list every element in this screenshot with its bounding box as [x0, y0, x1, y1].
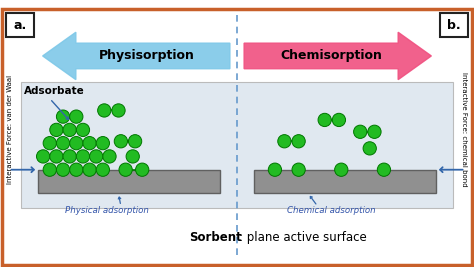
- Circle shape: [63, 150, 76, 163]
- FancyBboxPatch shape: [38, 170, 220, 193]
- Circle shape: [96, 136, 109, 150]
- Circle shape: [70, 163, 83, 176]
- Circle shape: [76, 150, 90, 163]
- Circle shape: [56, 163, 70, 176]
- Circle shape: [278, 135, 291, 148]
- Circle shape: [119, 163, 132, 176]
- Circle shape: [70, 110, 83, 123]
- Text: : plane active surface: : plane active surface: [239, 231, 367, 244]
- Circle shape: [332, 113, 346, 127]
- Text: Interactive Force: van der Waal: Interactive Force: van der Waal: [8, 75, 13, 184]
- Circle shape: [56, 110, 70, 123]
- Polygon shape: [43, 32, 230, 80]
- Circle shape: [98, 104, 111, 117]
- Circle shape: [292, 135, 305, 148]
- Text: Sorbent: Sorbent: [190, 231, 242, 244]
- FancyBboxPatch shape: [6, 13, 34, 37]
- Circle shape: [56, 136, 70, 150]
- Circle shape: [83, 163, 96, 176]
- Circle shape: [50, 150, 63, 163]
- Circle shape: [83, 136, 96, 150]
- Circle shape: [70, 136, 83, 150]
- Circle shape: [268, 163, 282, 176]
- Circle shape: [43, 163, 56, 176]
- Circle shape: [43, 136, 56, 150]
- Circle shape: [103, 150, 116, 163]
- Text: b.: b.: [447, 19, 461, 32]
- Circle shape: [128, 135, 142, 148]
- Text: Physical adsorption: Physical adsorption: [65, 206, 148, 215]
- Circle shape: [50, 123, 63, 136]
- Text: Chemisorption: Chemisorption: [281, 49, 383, 62]
- Circle shape: [292, 163, 305, 176]
- Circle shape: [318, 113, 331, 127]
- Circle shape: [354, 125, 367, 138]
- Circle shape: [363, 142, 376, 155]
- Polygon shape: [244, 32, 431, 80]
- Circle shape: [96, 163, 109, 176]
- Circle shape: [36, 150, 50, 163]
- Text: a.: a.: [13, 19, 27, 32]
- Text: Chemical adsorption: Chemical adsorption: [288, 206, 376, 215]
- Circle shape: [90, 150, 103, 163]
- Circle shape: [377, 163, 391, 176]
- Text: Adsorbate: Adsorbate: [24, 87, 84, 96]
- Circle shape: [112, 104, 125, 117]
- Circle shape: [114, 135, 128, 148]
- Text: Interactive Force: chemical bond: Interactive Force: chemical bond: [461, 72, 466, 187]
- FancyBboxPatch shape: [21, 82, 453, 208]
- Circle shape: [126, 150, 139, 163]
- FancyBboxPatch shape: [440, 13, 468, 37]
- FancyBboxPatch shape: [254, 170, 436, 193]
- Circle shape: [136, 163, 149, 176]
- Circle shape: [335, 163, 348, 176]
- Circle shape: [368, 125, 381, 138]
- Circle shape: [76, 123, 90, 136]
- Circle shape: [63, 123, 76, 136]
- Text: Physisorption: Physisorption: [99, 49, 195, 62]
